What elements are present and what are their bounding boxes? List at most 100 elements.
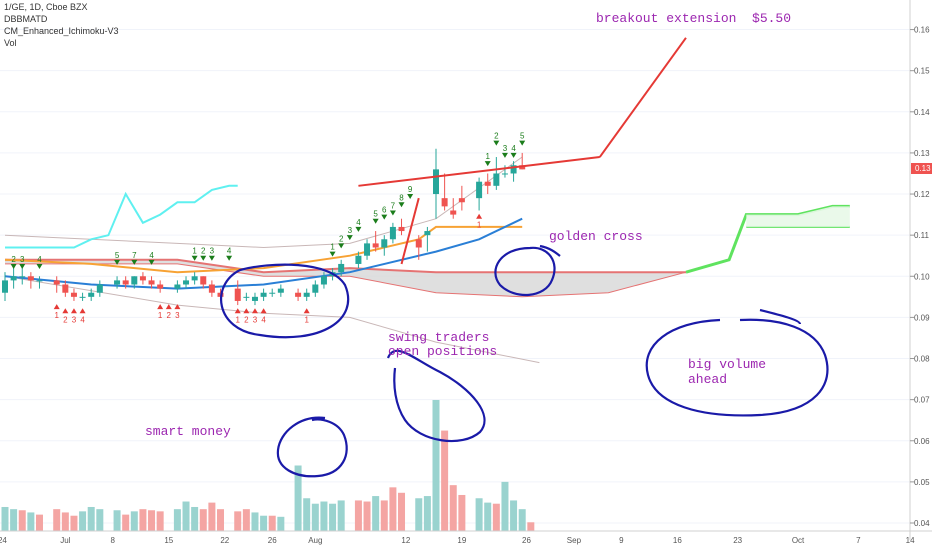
signal-count-label: 9 <box>408 185 413 194</box>
signal-count-label: 5 <box>373 210 378 219</box>
volume-bar <box>199 509 207 531</box>
cloud-top-line <box>5 258 686 274</box>
signal-count-label: 2 <box>11 255 16 264</box>
indicator-dbbmatd[interactable]: DBBMATD <box>4 14 48 24</box>
signal-count-label: 1 <box>192 247 197 256</box>
signal-count-label: 4 <box>261 315 266 324</box>
x-tick-label: 7 <box>856 536 861 545</box>
volume-bar <box>217 509 224 531</box>
signal-count-label: 4 <box>80 315 85 324</box>
x-tick-label: 14 <box>906 536 915 545</box>
signal-count-label: 2 <box>244 315 249 324</box>
annotation-lines <box>358 37 687 265</box>
volume-bar <box>122 514 130 531</box>
signal-triangle-down <box>36 263 43 269</box>
signal-count-label: 1 <box>54 311 59 320</box>
candle-body <box>251 296 258 301</box>
volume-bar <box>354 500 362 531</box>
volume-bar <box>432 400 440 531</box>
candle-body <box>389 226 396 240</box>
trend-line <box>400 197 420 265</box>
x-tick-label: 24 <box>0 536 7 545</box>
signal-count-label: 3 <box>175 311 180 320</box>
x-tick-label: 16 <box>673 536 682 545</box>
x-axis: 24 Jul 8 15 22 26 Aug 12 19 26 Sep 9 16 23 Oct 7 14 <box>0 530 932 545</box>
signal-count-label: 3 <box>503 144 508 153</box>
y-tick-label: 0.05 <box>914 478 930 487</box>
volume-bar <box>458 494 466 531</box>
candle-body <box>260 292 267 297</box>
volume-bar <box>380 500 388 531</box>
signal-count-label: 4 <box>227 247 232 256</box>
signal-triangle-up <box>303 308 310 314</box>
signal-triangle-down <box>389 210 396 216</box>
volume-bar <box>18 510 26 531</box>
volume-bar <box>268 515 276 531</box>
signal-triangle-down <box>191 255 198 261</box>
y-tick-label: 0.15 <box>914 67 930 76</box>
symbol-title[interactable]: 1/GE, 1D, Cboe BZX <box>4 2 88 12</box>
y-tick-label: 0.08 <box>914 355 930 364</box>
volume-bar <box>96 509 104 531</box>
candle-body <box>191 276 198 281</box>
candle-body <box>269 292 276 294</box>
volume-bar <box>251 512 259 531</box>
volume-bar <box>337 500 345 531</box>
volume-bar <box>484 502 492 531</box>
candle-body <box>277 288 284 293</box>
signal-triangle-up <box>260 308 267 314</box>
signal-count-label: 6 <box>382 206 387 215</box>
signal-count-label: 5 <box>115 251 120 260</box>
bollinger-bands <box>4 156 540 364</box>
signal-count-label: 3 <box>72 315 77 324</box>
candle-body <box>355 255 362 264</box>
circle-golden-cross <box>494 244 561 297</box>
candle-body <box>139 276 146 281</box>
candle-body <box>493 173 500 186</box>
signal-count-label: 7 <box>391 201 396 210</box>
signal-count-label: 7 <box>132 251 137 260</box>
y-tick-label: 0.11 <box>914 231 930 240</box>
signal-triangle-down <box>131 259 138 265</box>
annotation-big-volume-1: big volume <box>688 357 767 372</box>
indicator-ichimoku[interactable]: CM_Enhanced_Ichimoku-V3 <box>4 26 119 36</box>
candle-body <box>62 284 69 293</box>
volume-bar <box>234 511 242 531</box>
signal-triangle-down <box>501 152 508 158</box>
volume-bar <box>70 515 78 531</box>
volume-bar <box>320 501 328 531</box>
circle-swing-traders <box>386 349 486 443</box>
volume-bar <box>35 514 43 531</box>
candle-body <box>243 296 250 298</box>
signal-count-label: 4 <box>149 251 154 260</box>
signal-count-label: 5 <box>520 132 525 141</box>
candle-body <box>148 280 155 285</box>
signal-triangle-up <box>62 308 69 314</box>
x-tick-label: 8 <box>111 536 116 545</box>
signal-triangle-up <box>243 308 250 314</box>
signal-triangle-down <box>148 259 155 265</box>
candle-body <box>312 284 319 293</box>
signal-triangle-down <box>114 259 121 265</box>
y-tick-label: 0.16 <box>914 26 930 35</box>
volume-bar <box>311 503 319 531</box>
candle-body <box>372 243 379 248</box>
candle-body <box>303 292 310 297</box>
candles <box>2 148 526 306</box>
signal-triangle-down <box>329 251 336 257</box>
signal-count-label: 1 <box>485 152 490 161</box>
last-price-label: 0.13 <box>911 163 932 174</box>
candle-body <box>96 284 103 293</box>
signal-triangle-down <box>484 161 491 167</box>
indicator-volume[interactable]: Vol <box>4 38 17 48</box>
sma-fast-line <box>4 225 523 274</box>
signal-count-label: 1 <box>330 243 335 252</box>
signal-triangle-down <box>208 255 215 261</box>
x-tick-label: 19 <box>457 536 466 545</box>
volume-bar <box>53 509 61 531</box>
volume-bar <box>303 498 311 531</box>
signal-count-label: 2 <box>201 247 206 256</box>
last-price-badge <box>911 163 932 174</box>
signal-count-label: 3 <box>253 315 258 324</box>
